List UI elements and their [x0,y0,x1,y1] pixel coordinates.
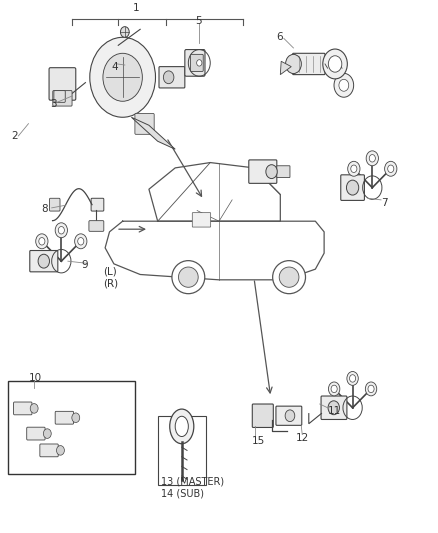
Ellipse shape [172,261,205,294]
Circle shape [55,223,67,238]
Circle shape [90,37,155,117]
Circle shape [163,71,174,84]
Circle shape [38,254,49,268]
Circle shape [369,155,375,162]
FancyBboxPatch shape [49,68,76,100]
Circle shape [385,161,397,176]
FancyBboxPatch shape [54,91,65,102]
Bar [8,381,135,474]
FancyBboxPatch shape [277,166,290,177]
Circle shape [103,53,142,101]
Text: 13 (MASTER): 13 (MASTER) [161,477,224,487]
Text: 4: 4 [112,62,118,71]
Text: 14 (SUB): 14 (SUB) [161,488,204,498]
Circle shape [74,234,87,249]
Ellipse shape [170,409,194,443]
Text: 5: 5 [195,17,201,26]
Circle shape [331,385,337,393]
Circle shape [120,27,129,37]
Circle shape [334,74,353,97]
Polygon shape [280,61,291,75]
FancyBboxPatch shape [91,198,104,211]
Circle shape [348,161,360,176]
Circle shape [368,385,374,393]
FancyBboxPatch shape [53,91,72,106]
Circle shape [323,49,347,79]
Polygon shape [131,117,175,149]
Circle shape [197,60,202,66]
Text: 10: 10 [28,374,42,383]
Text: 9: 9 [81,261,88,270]
Circle shape [57,446,64,455]
Circle shape [366,151,378,166]
Circle shape [328,56,342,72]
Ellipse shape [179,267,198,287]
FancyBboxPatch shape [185,50,205,76]
FancyBboxPatch shape [159,67,185,88]
Circle shape [388,165,394,173]
FancyBboxPatch shape [252,404,273,427]
Circle shape [58,227,64,234]
FancyBboxPatch shape [49,198,60,211]
Circle shape [30,403,38,413]
Text: (L): (L) [103,267,117,277]
Text: 1: 1 [132,3,139,13]
Circle shape [328,382,340,396]
Ellipse shape [175,416,188,437]
Circle shape [351,165,357,173]
FancyBboxPatch shape [135,114,154,134]
Circle shape [286,54,301,74]
Text: 11: 11 [328,407,341,416]
Circle shape [346,180,359,195]
Text: 6: 6 [276,33,283,42]
Text: 2: 2 [11,131,18,141]
FancyBboxPatch shape [249,160,277,183]
Bar [158,416,206,485]
Ellipse shape [272,261,306,294]
FancyBboxPatch shape [40,444,58,457]
FancyBboxPatch shape [30,251,58,272]
Text: (R): (R) [103,279,118,288]
Circle shape [36,234,48,249]
FancyBboxPatch shape [293,53,325,75]
Text: 12: 12 [296,433,309,443]
FancyBboxPatch shape [55,411,74,424]
FancyBboxPatch shape [192,213,211,227]
Circle shape [39,238,45,245]
FancyBboxPatch shape [191,54,203,71]
Circle shape [266,165,277,179]
FancyBboxPatch shape [89,221,104,231]
Text: 7: 7 [381,198,388,207]
FancyBboxPatch shape [14,402,32,415]
FancyBboxPatch shape [341,175,364,200]
Circle shape [339,79,349,91]
Circle shape [365,382,377,396]
Text: 3: 3 [50,99,57,109]
Circle shape [43,429,51,438]
FancyBboxPatch shape [27,427,45,440]
Ellipse shape [279,267,299,287]
Text: 8: 8 [42,204,48,214]
Circle shape [78,238,84,245]
Circle shape [350,375,356,382]
FancyBboxPatch shape [321,396,347,419]
Circle shape [285,410,295,422]
Circle shape [72,413,80,423]
FancyBboxPatch shape [276,406,302,425]
Circle shape [347,372,358,385]
Text: 15: 15 [252,437,265,446]
Circle shape [328,401,339,415]
